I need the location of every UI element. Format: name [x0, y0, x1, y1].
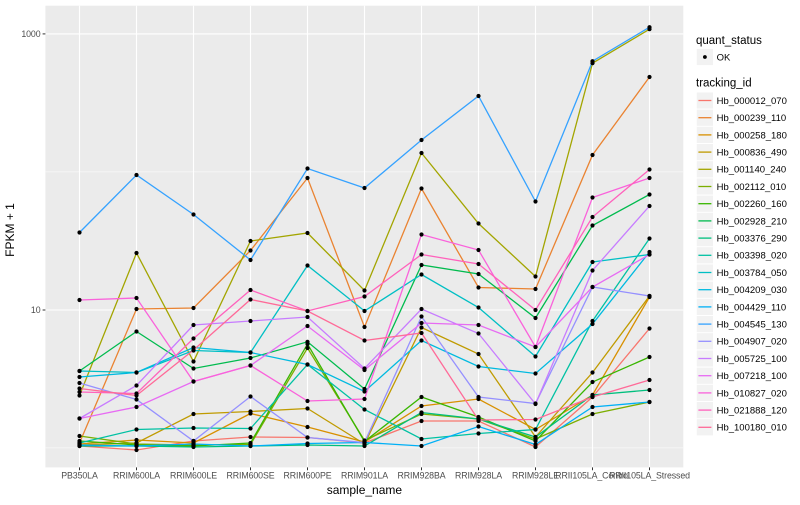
svg-text:Hb_003398_020: Hb_003398_020	[717, 251, 787, 262]
svg-text:RRIM600SE: RRIM600SE	[227, 470, 275, 480]
svg-text:Hb_000012_070: Hb_000012_070	[717, 96, 787, 107]
svg-text:Hb_021888_120: Hb_021888_120	[717, 406, 787, 417]
svg-text:RRII105LA_Stressed: RRII105LA_Stressed	[609, 470, 690, 480]
svg-text:OK: OK	[717, 52, 731, 63]
svg-text:Hb_010827_020: Hb_010827_020	[717, 388, 787, 399]
svg-text:Hb_000239_110: Hb_000239_110	[717, 113, 787, 124]
svg-text:sample_name: sample_name	[327, 483, 403, 497]
svg-text:FPKM + 1: FPKM + 1	[3, 203, 17, 257]
svg-text:Hb_004907_020: Hb_004907_020	[717, 337, 787, 348]
svg-text:1000: 1000	[21, 29, 40, 39]
svg-text:RRIM928LA: RRIM928LA	[455, 470, 502, 480]
svg-text:PB350LA: PB350LA	[61, 470, 98, 480]
svg-text:Hb_003376_290: Hb_003376_290	[717, 234, 787, 245]
svg-text:Hb_100180_010: Hb_100180_010	[717, 423, 787, 434]
svg-text:Hb_007218_100: Hb_007218_100	[717, 371, 787, 382]
svg-text:Hb_000836_490: Hb_000836_490	[717, 148, 787, 159]
svg-text:RRIM901LA: RRIM901LA	[341, 470, 388, 480]
svg-text:Hb_005725_100: Hb_005725_100	[717, 354, 787, 365]
svg-text:RRIM600LE: RRIM600LE	[170, 470, 217, 480]
svg-text:RRIM928LE: RRIM928LE	[512, 470, 559, 480]
svg-text:10: 10	[31, 305, 41, 315]
svg-text:Hb_004429_110: Hb_004429_110	[717, 302, 787, 313]
svg-text:quant_status: quant_status	[696, 35, 762, 47]
svg-text:RRIM600PE: RRIM600PE	[284, 470, 332, 480]
svg-text:Hb_002260_160: Hb_002260_160	[717, 199, 787, 210]
svg-text:tracking_id: tracking_id	[696, 78, 752, 90]
svg-text:Hb_002928_210: Hb_002928_210	[717, 216, 787, 227]
svg-text:Hb_004545_130: Hb_004545_130	[717, 320, 787, 331]
svg-text:Hb_001140_240: Hb_001140_240	[717, 165, 787, 176]
svg-text:Hb_000258_180: Hb_000258_180	[717, 130, 787, 141]
svg-text:Hb_003784_050: Hb_003784_050	[717, 268, 787, 279]
svg-text:RRIM600LA: RRIM600LA	[113, 470, 160, 480]
svg-text:RRII105LA_Control: RRII105LA_Control	[555, 470, 630, 480]
svg-text:RRIM928BA: RRIM928BA	[398, 470, 446, 480]
svg-text:Hb_004209_030: Hb_004209_030	[717, 285, 787, 296]
svg-text:Hb_002112_010: Hb_002112_010	[717, 182, 787, 193]
